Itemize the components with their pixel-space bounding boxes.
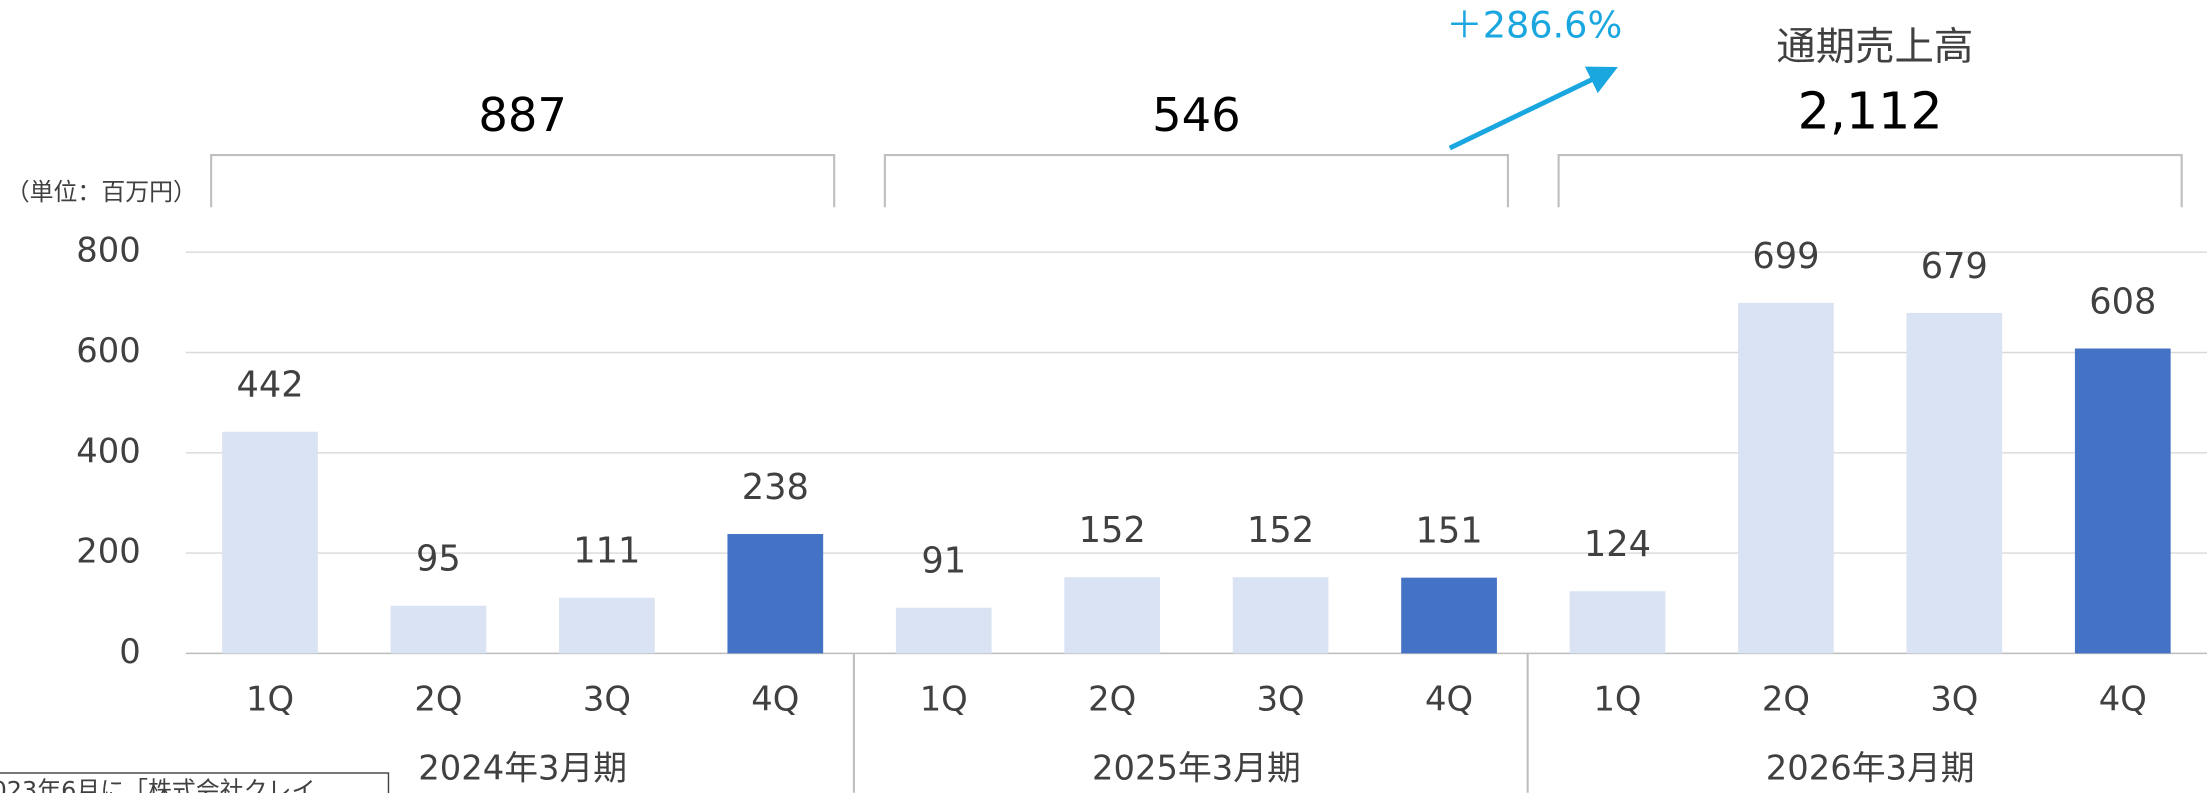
- y-tick-label: 600: [76, 331, 140, 370]
- annual-label: 通期売上高: [1776, 24, 1973, 70]
- value-label: 151: [1415, 511, 1482, 552]
- bar: [222, 431, 318, 654]
- group-label: 2024年3月期: [418, 749, 627, 788]
- value-label: 699: [1752, 236, 1819, 277]
- note-frame: [0, 772, 390, 793]
- bar: [1232, 577, 1329, 654]
- x-tick-label: 4Q: [2099, 680, 2147, 719]
- bar: [1401, 577, 1497, 654]
- bar: [1738, 302, 1834, 654]
- group-bracket: [883, 154, 1509, 208]
- x-tick-label: 1Q: [920, 680, 968, 719]
- x-tick-label: 3Q: [1930, 680, 1978, 719]
- value-label: 91: [921, 541, 966, 582]
- x-tick-label: 3Q: [583, 680, 631, 719]
- x-tick-label: 3Q: [1257, 680, 1305, 719]
- value-label: 124: [1584, 524, 1651, 565]
- group-total: 546: [1152, 88, 1241, 142]
- value-label: 442: [236, 365, 303, 406]
- growth-arrow: [1448, 66, 1618, 151]
- y-tick-label: 800: [76, 231, 140, 270]
- group-label: 2026年3月期: [1766, 749, 1975, 788]
- group-bracket: [210, 154, 836, 208]
- bar: [1906, 312, 2003, 654]
- y-tick-label: 200: [76, 532, 140, 571]
- x-tick-label: 4Q: [1425, 680, 1473, 719]
- bar: [895, 607, 992, 654]
- value-label: 679: [1921, 246, 1988, 287]
- group-total: 2,112: [1798, 81, 1943, 140]
- value-label: 608: [2089, 281, 2156, 322]
- note-box: 023年6月に「株式会社クレイ: [0, 772, 390, 793]
- x-tick-label: 1Q: [246, 680, 294, 719]
- group-total: 887: [478, 88, 567, 142]
- note: 023年6月に「株式会社クレイ: [0, 776, 315, 793]
- value-label: 238: [742, 467, 809, 508]
- growth-annotation: ＋286.6%: [1446, 4, 1622, 47]
- y-tick-label: 400: [76, 431, 140, 470]
- x-tick-label: 1Q: [1593, 680, 1641, 719]
- x-tick-label: 2Q: [1088, 680, 1136, 719]
- value-label: 95: [416, 539, 461, 580]
- y-tick-label: 0: [119, 632, 140, 671]
- value-label: 152: [1079, 510, 1146, 551]
- value-label: 111: [573, 531, 640, 572]
- x-tick-label: 2Q: [414, 680, 462, 719]
- group-bracket: [1557, 154, 2183, 208]
- bar: [2074, 348, 2171, 654]
- bar: [1569, 591, 1666, 654]
- group-label: 2025年3月期: [1092, 749, 1301, 788]
- unit-label: （単位：百万円）: [6, 178, 197, 206]
- x-tick-label: 2Q: [1762, 680, 1810, 719]
- bar: [1064, 577, 1161, 654]
- bar: [727, 534, 824, 654]
- bar: [559, 597, 655, 654]
- bar: [390, 605, 487, 654]
- x-tick-label: 4Q: [751, 680, 799, 719]
- value-label: 152: [1247, 510, 1314, 551]
